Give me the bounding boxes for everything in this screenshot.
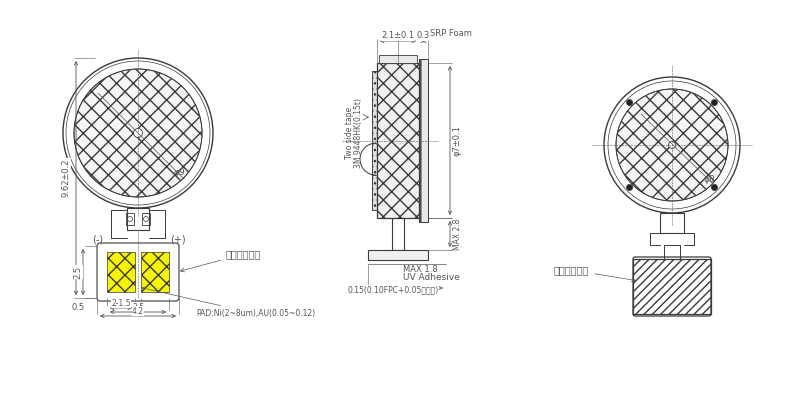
Text: 离型纸撕手位: 离型纸撕手位 [181,249,262,272]
Bar [419,59,428,222]
Bar [633,259,711,314]
Text: 9.62±0.2: 9.62±0.2 [62,159,70,197]
Bar [372,71,377,210]
Bar [127,208,149,230]
Circle shape [626,184,633,191]
Text: 0.3: 0.3 [417,31,430,40]
Text: 3.5: 3.5 [132,302,144,311]
Circle shape [669,142,675,149]
Bar [126,213,134,225]
Text: 4.2: 4.2 [132,306,144,315]
Bar [379,55,417,63]
Text: MAX 2.8: MAX 2.8 [453,218,462,250]
Text: MAX 1.8: MAX 1.8 [403,266,438,275]
Text: 2.5: 2.5 [74,266,82,279]
Text: SRP Foam: SRP Foam [430,29,472,38]
Text: Two side tape: Two side tape [346,106,354,159]
Bar [368,250,428,260]
Bar [107,252,135,292]
Text: φ7±0.1: φ7±0.1 [453,125,462,156]
Text: 离型纸撕手位: 离型纸撕手位 [554,265,635,282]
Text: UV Adhesive: UV Adhesive [403,273,460,282]
Text: 0.5: 0.5 [71,303,85,312]
Text: 2.1±0.1: 2.1±0.1 [382,31,414,40]
Circle shape [626,100,633,106]
Text: (-): (-) [93,235,103,245]
Bar [664,245,680,259]
Bar [372,71,377,210]
Circle shape [127,217,133,222]
Bar [377,63,419,218]
Bar [660,213,684,233]
Bar [142,213,150,225]
Circle shape [74,69,202,197]
Bar [633,259,711,314]
Bar [419,59,428,222]
Circle shape [711,184,718,191]
Circle shape [134,129,142,137]
Text: 2-1.5: 2-1.5 [111,299,130,308]
Bar [377,63,419,218]
Text: φ9: φ9 [174,168,186,177]
Text: 0.15(0.10FPC+0.05双面胶): 0.15(0.10FPC+0.05双面胶) [347,286,438,295]
Text: (+): (+) [170,235,186,245]
Circle shape [616,89,728,201]
Text: 3M 9448HK(0.15t): 3M 9448HK(0.15t) [354,98,362,168]
Text: φ8: φ8 [704,175,716,184]
FancyBboxPatch shape [97,243,179,301]
Circle shape [711,100,718,106]
Text: PAD:Ni(2~8um),AU(0.05~0.12): PAD:Ni(2~8um),AU(0.05~0.12) [142,287,315,318]
Bar [392,218,404,250]
Circle shape [143,217,149,222]
Bar [141,252,169,292]
